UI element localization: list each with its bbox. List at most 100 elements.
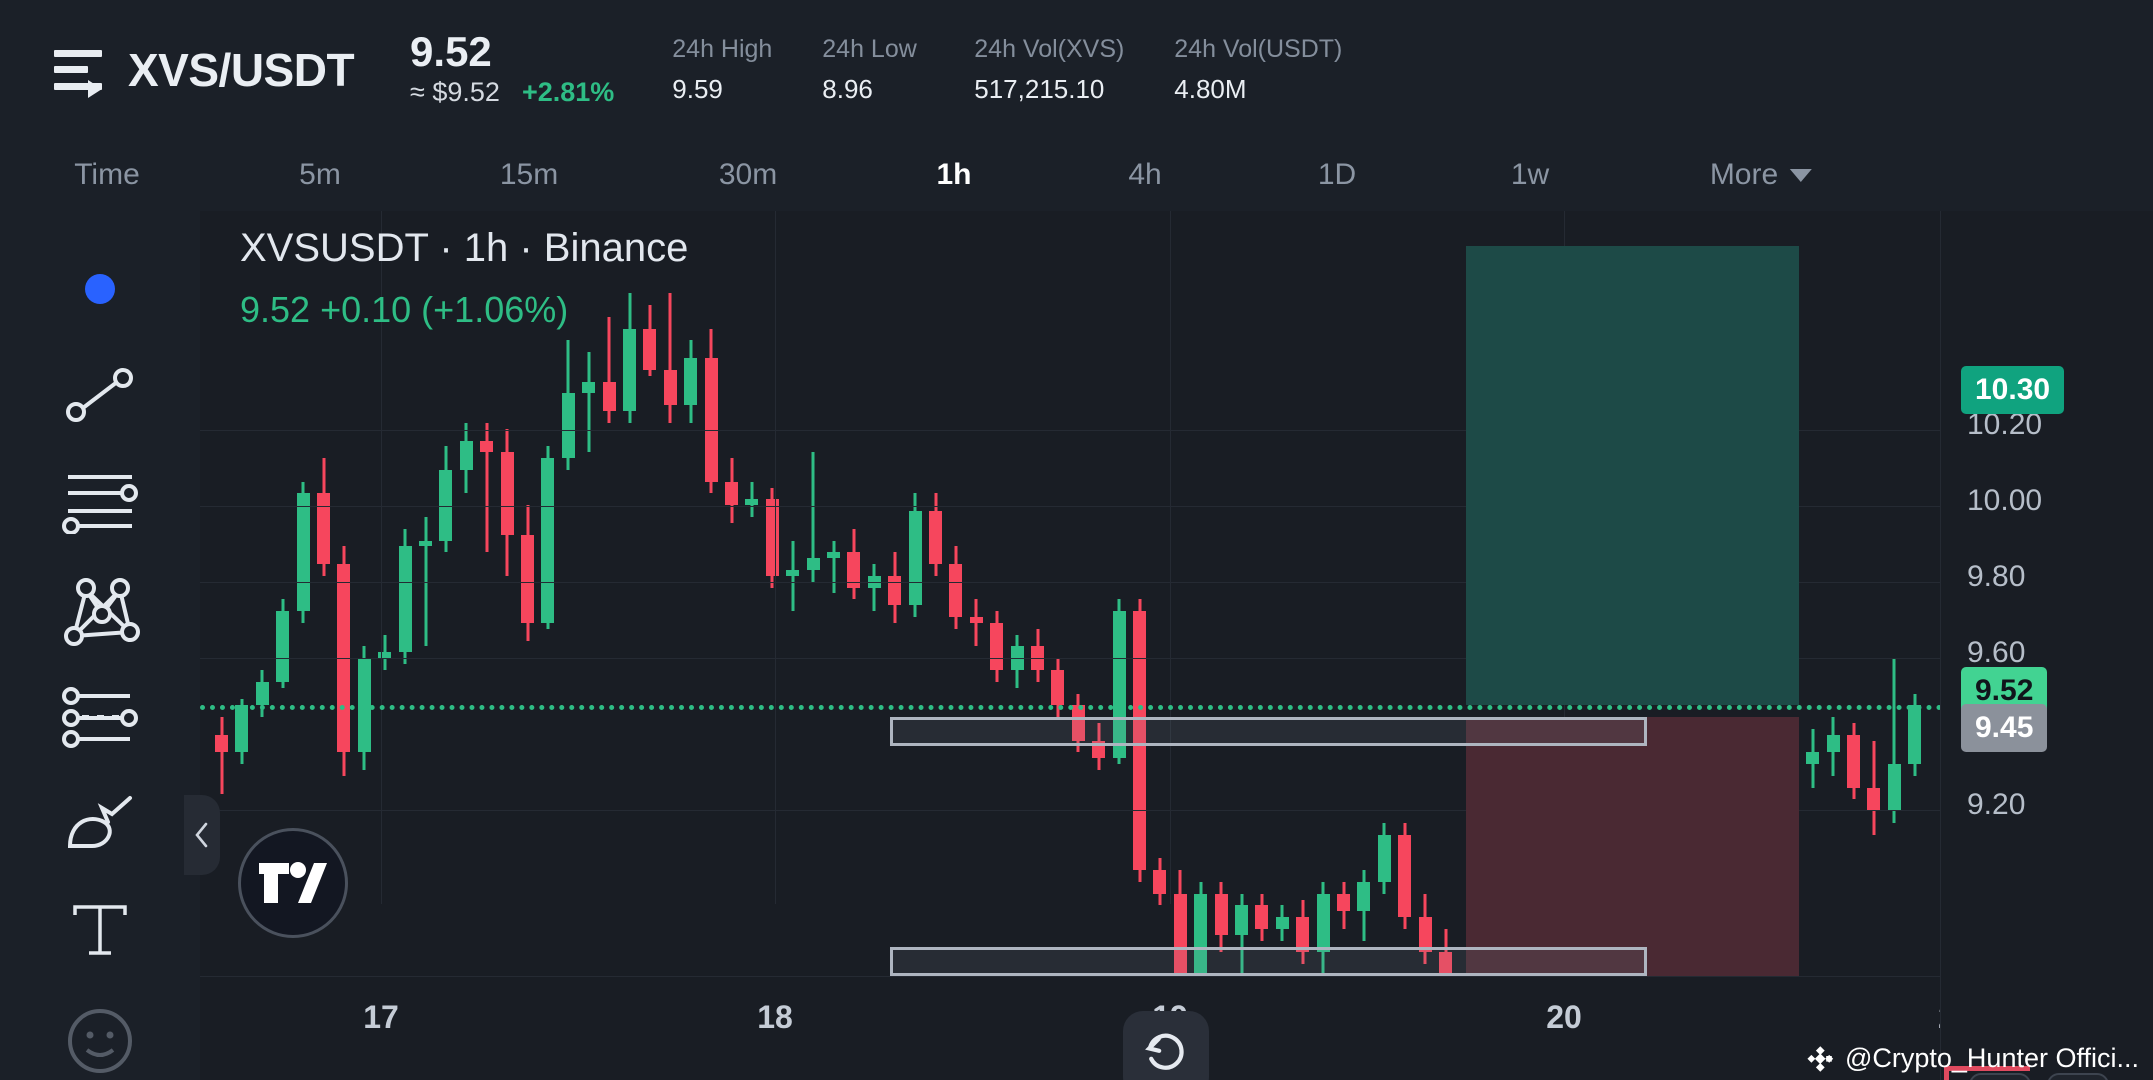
cursor-dot-tool[interactable] (52, 255, 148, 323)
candlestick (1337, 211, 1350, 1080)
candle-wick (791, 540, 795, 612)
stat-label: 24h High (672, 34, 773, 63)
tab-1h[interactable]: 1h (936, 158, 972, 191)
stat-label: 24h Vol(USDT) (1174, 34, 1343, 63)
reset-chart-button[interactable] (1123, 1011, 1209, 1080)
candle-body (704, 358, 718, 482)
date-tick-label: 18 (757, 999, 793, 1035)
gridline-horizontal (200, 430, 2153, 431)
candlestick (969, 211, 983, 1080)
log-scale-button[interactable]: L (2047, 1073, 2109, 1080)
binance-diamond-icon (1807, 1045, 1834, 1072)
collapse-toolbar-button[interactable] (184, 795, 220, 875)
text-t-icon (73, 905, 127, 955)
candle-body (1051, 670, 1065, 706)
candlestick (1255, 211, 1269, 1080)
candle-wick (811, 452, 815, 582)
lower-price-tag[interactable]: 9.45 (1961, 704, 2048, 752)
candle-body (1847, 734, 1860, 788)
brush-tool[interactable] (52, 790, 148, 858)
date-tick-label: 17 (363, 999, 399, 1035)
candlestick (643, 211, 657, 1080)
candle-wick (383, 634, 387, 670)
candlestick (1051, 211, 1065, 1080)
trend-line-icon (66, 368, 133, 423)
candle-wick (220, 717, 223, 794)
candlestick (704, 211, 718, 1080)
tradingview-logo[interactable] (238, 828, 348, 938)
candlestick (459, 211, 473, 1080)
candlestick (888, 211, 902, 1080)
candlestick (582, 211, 596, 1080)
price-tick-label: 9.80 (1967, 560, 2026, 593)
candle-wick (750, 481, 754, 517)
chevron-down-icon (1790, 168, 1813, 182)
candle-body (1377, 834, 1391, 882)
candle-body (1194, 893, 1208, 976)
tab-time[interactable]: Time (74, 158, 140, 191)
emoji-tool[interactable] (52, 1002, 148, 1080)
candle-body (684, 358, 698, 406)
candlestick (541, 211, 555, 1080)
candle-wick (424, 517, 427, 647)
candle-body (317, 493, 330, 565)
take-profit-zone[interactable] (1466, 246, 1799, 706)
candle-body (521, 534, 534, 623)
page-title: XVS/USDT (128, 43, 355, 96)
tradingview-logo-icon (259, 862, 327, 903)
gridline-vertical (1170, 211, 1171, 904)
text-tool[interactable] (52, 896, 148, 964)
forecast-tool[interactable] (52, 684, 148, 752)
candle-body (582, 381, 596, 394)
fib-retracement-tool[interactable] (52, 467, 148, 535)
candle-body (908, 511, 922, 606)
date-tick-label: 20 (1546, 999, 1582, 1035)
tab-more[interactable]: More (1709, 158, 1813, 192)
stat-24h-vol-base: 24h Vol(XVS) 517,215.10 (974, 35, 1174, 105)
stat-value: 9.59 (672, 73, 723, 104)
candlestick (561, 211, 575, 1080)
candlestick (1357, 211, 1371, 1080)
chart-canvas[interactable]: XVSUSDT · 1h · Binance 9.52 +0.10 (+1.06… (0, 211, 2153, 1080)
alert-bracket (1944, 1066, 2030, 1080)
pattern-tool[interactable] (52, 574, 148, 646)
last-price: 9.52 (410, 28, 492, 75)
candle-body (623, 328, 636, 412)
candle-body (439, 469, 453, 541)
stat-24h-high: 24h High 9.59 (672, 35, 822, 105)
candle-body (1133, 611, 1146, 871)
tab-4h[interactable]: 4h (1128, 158, 1162, 191)
tab-30m[interactable]: 30m (718, 158, 778, 191)
candle-body (1112, 611, 1126, 759)
auto-scale-button[interactable]: A (1969, 1073, 2031, 1080)
tab-1w[interactable]: 1w (1510, 158, 1550, 191)
candle-wick (832, 540, 835, 594)
hamburger-menu-icon[interactable] (54, 49, 102, 98)
upper-target-price-tag[interactable]: 10.30 (1961, 366, 2065, 414)
candle-body (1255, 905, 1269, 929)
stop-loss-zone[interactable] (1466, 717, 1799, 976)
watermark: @Crypto_Hunter Offici... (1805, 1043, 2139, 1074)
candlestick (296, 211, 310, 1080)
tab-1d[interactable]: 1D (1317, 158, 1357, 191)
candle-body (725, 481, 738, 506)
candle-body (1214, 893, 1228, 935)
candle-body (419, 540, 432, 547)
time-axis[interactable]: 171819202 (0, 976, 2153, 1080)
candlestick (1887, 211, 1901, 1080)
candle-body (398, 546, 412, 653)
candlestick (419, 211, 432, 1080)
timeframe-tabs: Time 5m 15m 30m 1h 4h 1D 1w More (0, 139, 2153, 211)
candle-wick (1872, 740, 1876, 835)
candle-body (1826, 734, 1840, 753)
resistance-zone[interactable] (890, 717, 1647, 747)
candlestick (215, 211, 228, 1080)
tab-label: More (1709, 158, 1779, 191)
support-zone[interactable] (890, 946, 1647, 976)
tab-15m[interactable]: 15m (499, 158, 559, 191)
tab-5m[interactable]: 5m (299, 158, 341, 191)
candle-wick (485, 422, 489, 553)
trend-line-tool[interactable] (52, 361, 148, 429)
candle-body (1296, 917, 1310, 953)
